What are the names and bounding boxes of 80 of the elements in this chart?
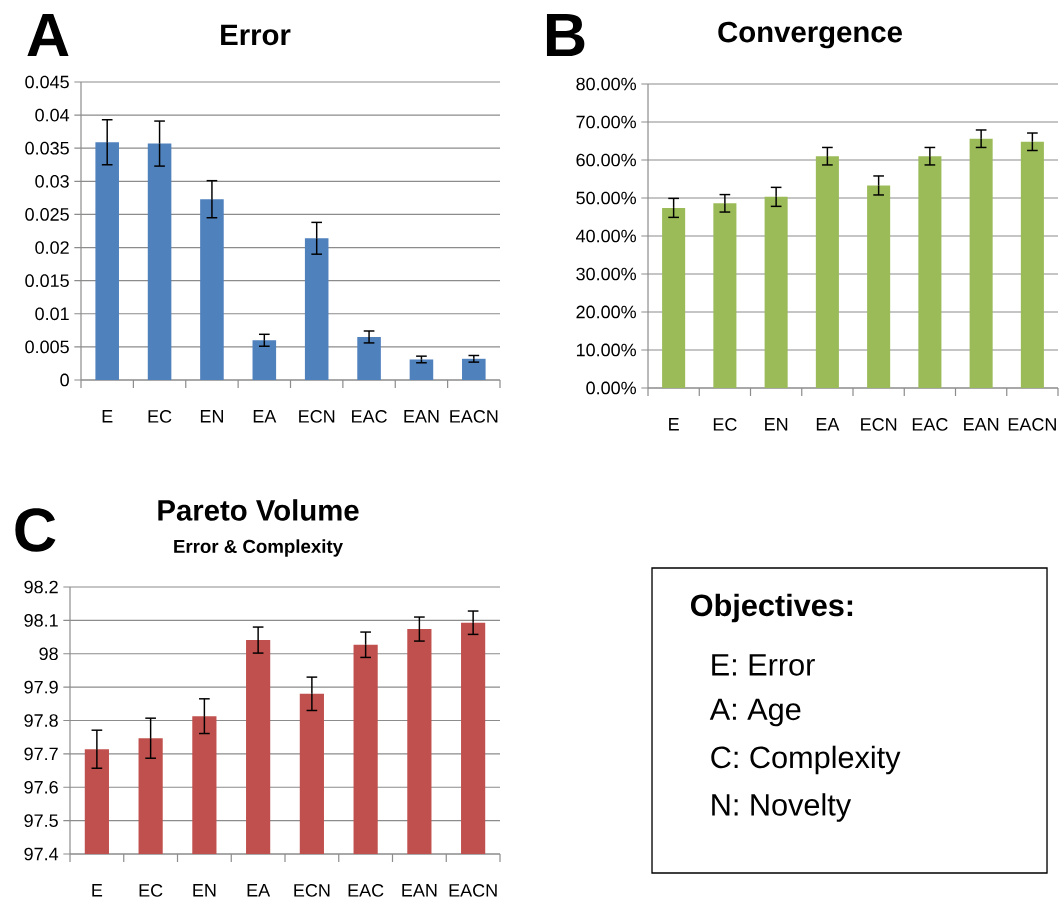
bar (1020, 141, 1044, 388)
y-tick-label: 98 (39, 647, 58, 661)
x-tick-label: EAN (402, 884, 437, 897)
text: A (27, 13, 69, 57)
x-tick-label: EACN (449, 884, 497, 897)
x-tick-label: EC (148, 410, 172, 423)
x-tick-label: E (92, 884, 103, 897)
text: C: Complexity (711, 745, 901, 775)
x-tick-label: ECN (294, 884, 330, 897)
bar (357, 336, 381, 380)
chart-subtitle: Error & Complexity (174, 539, 343, 557)
y-tick-label: 0.04 (35, 108, 70, 122)
y-tick-label: 40.00% (576, 229, 636, 243)
text: N: Novelty (712, 793, 852, 822)
bar (200, 199, 224, 380)
x-tick-label: E (102, 410, 113, 423)
x-tick-label: EAC (348, 884, 384, 897)
bar (764, 196, 788, 388)
text: E: Error (712, 654, 815, 676)
y-tick-label: 70.00% (576, 115, 636, 129)
x-tick-label: EAN (964, 418, 999, 431)
y-tick-label: 97.7 (24, 747, 58, 761)
y-tick-label: 10.00% (576, 343, 636, 357)
x-tick-label: EN (193, 884, 216, 897)
x-tick-label: E (669, 418, 679, 431)
y-tick-label: 0.03 (35, 174, 69, 188)
y-tick-label: 80.00% (576, 77, 636, 91)
y-tick-label: 98.1 (24, 614, 58, 627)
y-tick-label: 0.025 (25, 208, 69, 221)
x-tick-label: EA (816, 418, 840, 431)
y-tick-label: 0.045 (25, 75, 69, 89)
y-tick-label: 0.02 (35, 241, 69, 254)
y-tick-label: 97.5 (24, 814, 58, 827)
bar (409, 359, 434, 380)
bar (95, 142, 119, 380)
x-tick-label: EC (713, 418, 737, 431)
bar (662, 207, 686, 388)
y-tick-label: 20.00% (576, 305, 636, 319)
bar (918, 156, 942, 388)
y-tick-label: 0 (60, 373, 69, 387)
y-tick-label: 97.6 (24, 780, 58, 794)
y-tick-label: 50.00% (576, 191, 636, 205)
y-tick-label: 0.035 (25, 141, 69, 155)
bar (462, 358, 486, 380)
y-tick-label: 30.00% (576, 267, 636, 281)
bar (147, 143, 172, 380)
x-tick-label: EC (139, 884, 163, 897)
x-tick-label: EN (765, 418, 788, 431)
y-tick-label: 0.005 (25, 340, 69, 354)
y-tick-label: 97.9 (24, 680, 58, 694)
x-tick-label: EN (200, 410, 223, 423)
chart-title: Error (221, 24, 291, 46)
chart-title: Pareto Volume (158, 499, 359, 521)
text: A: Age (709, 698, 801, 727)
y-tick-label: 98.2 (24, 580, 58, 594)
bar (713, 203, 737, 388)
y-tick-label: 0.00% (586, 381, 636, 395)
bar (815, 156, 839, 388)
bar (252, 340, 277, 380)
x-tick-label: EAC (912, 418, 948, 431)
y-tick-label: 97.8 (24, 714, 58, 727)
x-tick-label: EAC (352, 410, 387, 423)
text: C (15, 508, 56, 552)
y-tick-label: 97.4 (24, 847, 59, 861)
x-tick-label: EA (253, 410, 277, 423)
x-tick-label: EACN (450, 410, 498, 423)
bar (304, 238, 329, 380)
x-tick-label: EA (247, 884, 271, 897)
y-tick-label: 0.015 (25, 274, 69, 288)
y-tick-label: 0.01 (35, 307, 69, 321)
x-tick-label: EAN (404, 410, 439, 423)
x-tick-label: EACN (1008, 418, 1056, 431)
x-tick-label: ECN (299, 410, 335, 423)
text: B (546, 13, 585, 57)
text: Objectives: (690, 593, 853, 623)
bar (969, 138, 993, 388)
y-tick-label: 60.00% (576, 153, 636, 167)
bar (867, 185, 891, 388)
chart-title: Convergence (718, 21, 902, 49)
x-tick-label: ECN (861, 418, 897, 431)
